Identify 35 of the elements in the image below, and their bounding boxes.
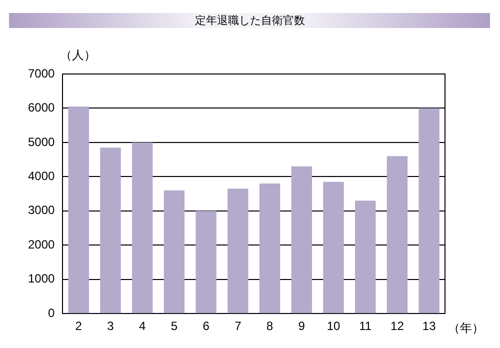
bar: [68, 106, 89, 314]
bar: [132, 142, 153, 314]
bar: [386, 156, 408, 314]
y-tick-label: 0: [48, 306, 56, 320]
bar: [418, 108, 440, 314]
bar: [355, 200, 376, 314]
x-tick-label: 2: [75, 319, 82, 334]
x-tick-label: 5: [170, 319, 178, 334]
y-tick-label: 2000: [28, 237, 56, 252]
y-tick-label: 1000: [28, 272, 56, 286]
bar: [228, 188, 248, 314]
bar: [164, 190, 185, 314]
y-tick-label: 6000: [28, 100, 56, 115]
x-tick-label: 6: [202, 319, 210, 334]
chart-title: 定年退職した自衛官数: [194, 13, 306, 29]
bar: [196, 210, 216, 314]
y-tick-label: 3000: [28, 203, 56, 218]
y-tick-label: 5000: [28, 134, 56, 149]
x-tick-label: 13: [422, 319, 436, 334]
bar: [259, 184, 280, 314]
x-tick-label: 3: [107, 319, 114, 334]
x-axis-title: （年）: [448, 320, 484, 337]
bar: [100, 148, 121, 314]
bar: [323, 182, 344, 314]
x-tick-label: 4: [139, 319, 146, 334]
x-tick-label: 10: [326, 319, 340, 334]
x-tick-label: 8: [266, 319, 274, 334]
y-tick-label: 7000: [28, 66, 56, 80]
bar: [291, 166, 312, 314]
y-axis-title: （人）: [60, 47, 96, 64]
x-tick-label: 7: [234, 319, 242, 334]
y-tick-label: 4000: [28, 169, 56, 183]
x-tick-label: 12: [390, 319, 404, 334]
x-tick-label: 11: [359, 319, 372, 334]
x-tick-label: 9: [298, 319, 306, 334]
